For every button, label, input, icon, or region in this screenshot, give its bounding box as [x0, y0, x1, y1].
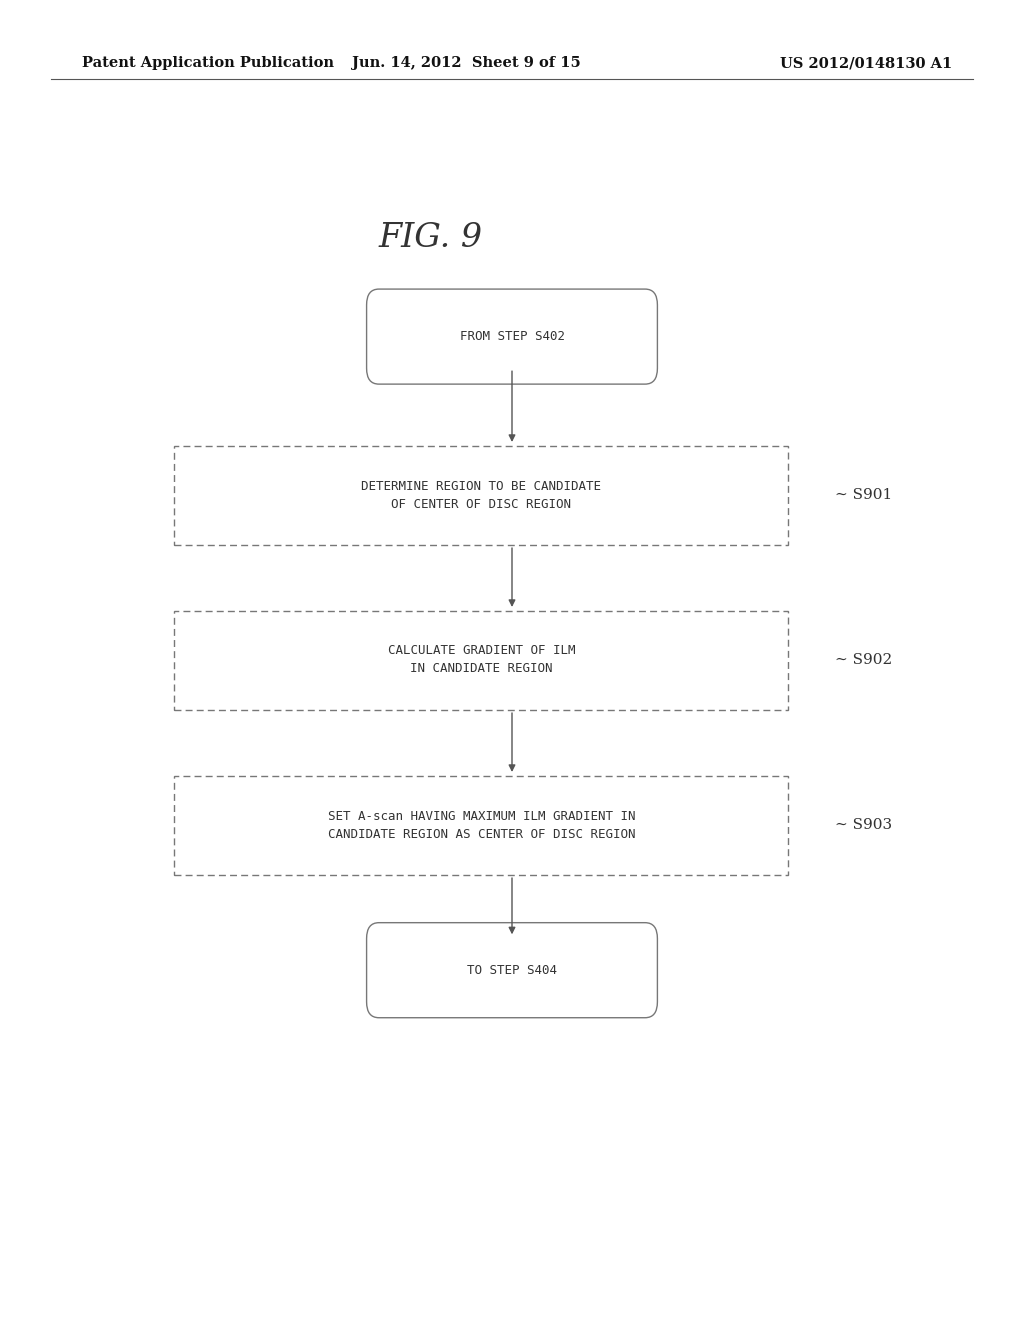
- Text: ∼ S903: ∼ S903: [835, 818, 892, 832]
- FancyBboxPatch shape: [174, 446, 788, 544]
- Text: FIG. 9: FIG. 9: [378, 222, 482, 253]
- Text: Patent Application Publication: Patent Application Publication: [82, 57, 334, 70]
- FancyBboxPatch shape: [174, 610, 788, 710]
- Text: TO STEP S404: TO STEP S404: [467, 964, 557, 977]
- Text: ∼ S902: ∼ S902: [835, 653, 892, 667]
- Text: Jun. 14, 2012  Sheet 9 of 15: Jun. 14, 2012 Sheet 9 of 15: [351, 57, 581, 70]
- FancyBboxPatch shape: [367, 289, 657, 384]
- Text: FROM STEP S402: FROM STEP S402: [460, 330, 564, 343]
- Text: SET A-scan HAVING MAXIMUM ILM GRADIENT IN
CANDIDATE REGION AS CENTER OF DISC REG: SET A-scan HAVING MAXIMUM ILM GRADIENT I…: [328, 809, 635, 841]
- Text: ∼ S901: ∼ S901: [835, 488, 892, 502]
- Text: US 2012/0148130 A1: US 2012/0148130 A1: [780, 57, 952, 70]
- FancyBboxPatch shape: [174, 776, 788, 874]
- FancyBboxPatch shape: [367, 923, 657, 1018]
- Text: DETERMINE REGION TO BE CANDIDATE
OF CENTER OF DISC REGION: DETERMINE REGION TO BE CANDIDATE OF CENT…: [361, 479, 601, 511]
- Text: CALCULATE GRADIENT OF ILM
IN CANDIDATE REGION: CALCULATE GRADIENT OF ILM IN CANDIDATE R…: [387, 644, 575, 676]
